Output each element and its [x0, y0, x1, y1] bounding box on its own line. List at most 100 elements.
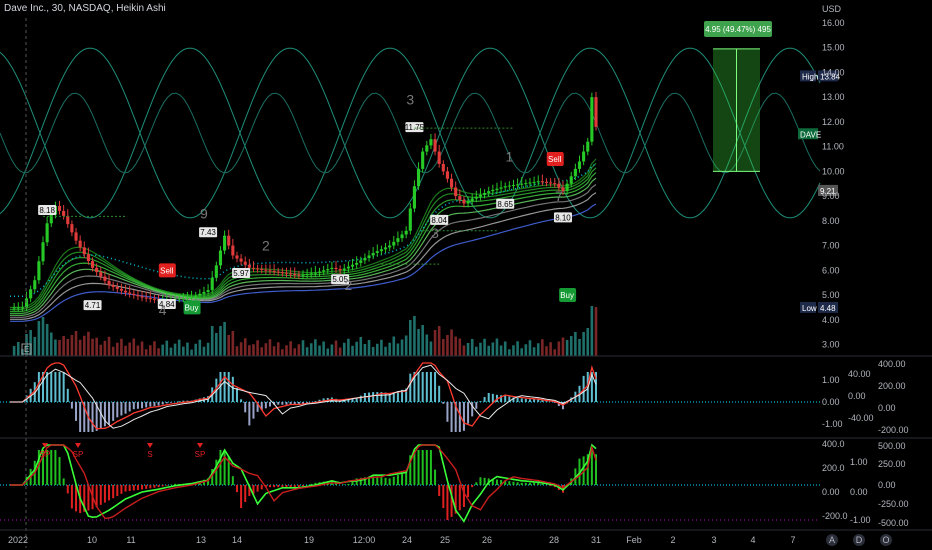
price-label-text: 5.05: [332, 275, 348, 284]
price-label-box: [199, 227, 218, 238]
volume-bar: [487, 345, 491, 356]
osc-histogram-bar: [293, 485, 296, 488]
macd-histogram-bar: [483, 397, 486, 402]
volume-bar: [450, 329, 453, 356]
osc-histogram-bar: [343, 484, 346, 485]
volume-bar: [169, 347, 173, 356]
candle-body: [260, 269, 264, 271]
macd-panel: 1.00 40.00 0.00 0.00 -1.00 -40.00 400.00 200.00…: [0, 359, 909, 435]
osc-histogram-bar: [58, 457, 61, 485]
volume-bar: [479, 342, 482, 356]
candle-body: [359, 260, 363, 263]
osc-histogram-bar: [302, 485, 304, 487]
volume-bar: [590, 306, 594, 356]
low-tag-box: [800, 301, 816, 313]
volume-bar: [355, 341, 358, 356]
candle-body: [16, 307, 20, 309]
volume-bar: [425, 334, 429, 356]
candle-body: [330, 267, 334, 270]
volume-bar: [569, 336, 573, 356]
osc-marker-text: SP: [73, 450, 84, 459]
volume-bar: [194, 343, 198, 356]
macd-histogram-bar: [491, 393, 494, 402]
macd-histogram-bar: [91, 402, 94, 432]
volume-bar: [248, 345, 251, 356]
osc-histogram-bar: [87, 485, 90, 511]
candle-body: [276, 271, 280, 273]
macd-histogram-bar: [83, 402, 86, 432]
volume-bar: [37, 321, 41, 356]
macd-histogram-bar: [388, 393, 391, 402]
volume-bar: [549, 342, 552, 356]
currency-label: USD: [822, 4, 842, 14]
candle-body: [128, 292, 132, 294]
osc-histogram-bar: [103, 485, 106, 503]
macd-histogram-bar: [512, 397, 515, 402]
volume-bar: [182, 346, 185, 356]
time-tick-label: 14: [232, 535, 242, 545]
candle-body: [136, 295, 140, 297]
macd-histogram-bar: [475, 402, 478, 409]
osc-histogram-bar: [471, 485, 474, 488]
macd-histogram-bar: [454, 402, 457, 432]
candle-body: [367, 255, 371, 258]
volume-bar: [293, 348, 297, 356]
volume-bar: [305, 347, 309, 356]
ticker-tag-box: [798, 128, 818, 140]
candle-body: [350, 264, 355, 267]
candle-body: [474, 196, 478, 199]
macd-histogram-bar: [42, 372, 45, 402]
price-label-box: [405, 122, 424, 133]
price-label-box: [83, 300, 102, 311]
candle-body: [549, 182, 553, 184]
osc-histogram-bar: [335, 482, 338, 485]
candle-body: [557, 183, 561, 188]
axis-toggle-label: A: [829, 535, 835, 545]
osc-tick-left: 400.0: [822, 439, 845, 449]
volume-bar: [49, 332, 53, 356]
trailing-stop-line: [10, 162, 597, 298]
price-label-text: 5.97: [233, 269, 249, 278]
osc-histogram-bar: [149, 485, 152, 489]
macd-histogram-bar: [178, 401, 181, 402]
volume-bar: [103, 340, 107, 356]
osc-histogram-bar: [120, 485, 123, 494]
price-label-text: 8.18: [39, 206, 55, 215]
candle-body: [309, 273, 313, 275]
osc-histogram-bar: [401, 473, 404, 485]
osc-histogram-bar: [491, 478, 494, 485]
candle-body: [313, 272, 317, 274]
macd-histogram-bar: [260, 402, 263, 411]
candle-body: [210, 277, 214, 291]
volume-bar: [260, 347, 264, 356]
candle-body: [70, 224, 74, 233]
macd-histogram-bar: [318, 399, 321, 402]
volume-bar: [528, 340, 532, 356]
macd-tick-far: 400.00: [878, 359, 906, 369]
osc-histogram-bar: [260, 485, 263, 490]
buy-signal-box: [559, 288, 577, 303]
volume-bar: [268, 339, 272, 356]
osc-histogram-bar: [380, 477, 383, 485]
volume-bar: [371, 347, 375, 356]
macd-histogram-bar: [458, 402, 461, 432]
volume-bar: [491, 342, 495, 356]
price-tick-label: 7.00: [822, 241, 840, 251]
last-price-tag-text: 9.21: [820, 187, 836, 196]
candle-body: [429, 139, 433, 146]
candle-body: [185, 297, 190, 299]
macd-histogram-bar: [219, 372, 222, 402]
candle-body: [74, 232, 78, 241]
volume-bar: [120, 338, 123, 356]
macd-histogram-bar: [99, 402, 102, 429]
candle-body: [243, 261, 247, 265]
macd-histogram-bar: [244, 402, 247, 413]
osc-histogram-bar: [413, 450, 416, 485]
osc-histogram-bar: [37, 450, 40, 485]
macd-histogram-bar: [62, 372, 65, 402]
candle-body: [524, 183, 528, 185]
macd-histogram-bar: [421, 372, 424, 402]
osc-histogram-bar: [128, 485, 131, 492]
osc-histogram-bar: [227, 456, 230, 485]
